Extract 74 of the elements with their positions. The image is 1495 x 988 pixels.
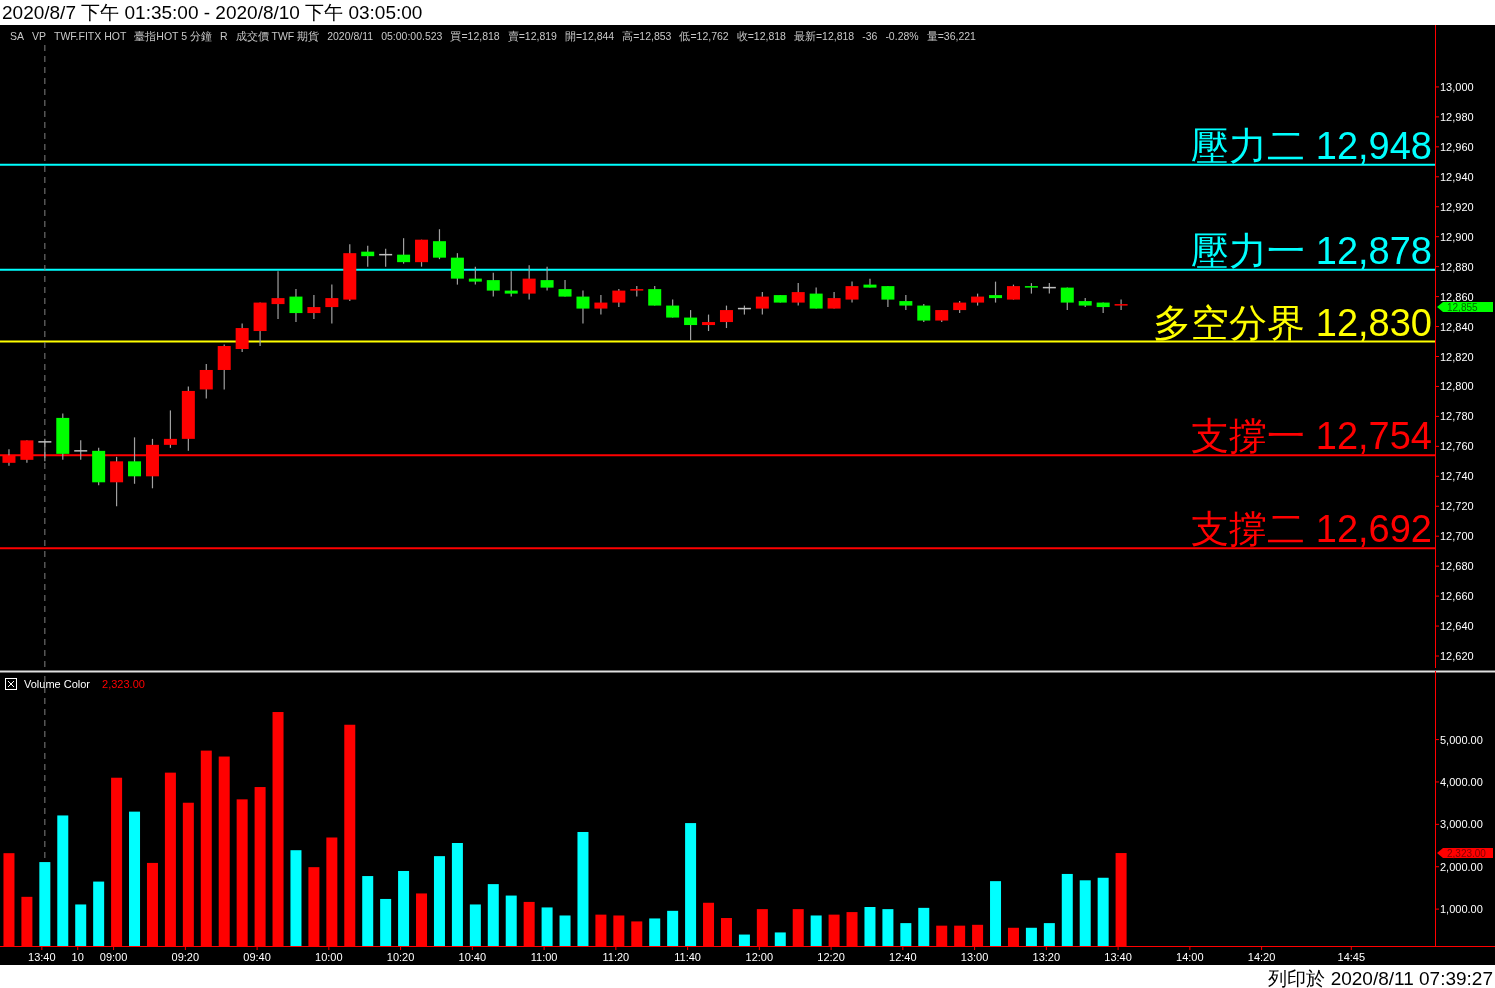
x-tick-label: 13:40 xyxy=(1104,951,1132,963)
chart-title: Volume Color xyxy=(24,678,91,690)
text: SA xyxy=(10,30,25,42)
x-tick-label: 13:40 xyxy=(28,951,56,963)
text: -36 xyxy=(862,30,878,42)
y-tick-label: 12,700 xyxy=(1440,530,1474,543)
text: TWF.FITX HOT xyxy=(54,30,127,42)
y-tick-label: 12,800 xyxy=(1440,380,1474,393)
x-tick-label: 09:40 xyxy=(243,951,271,963)
y-tick-label: 12,820 xyxy=(1440,350,1474,363)
text: 2020/8/11 xyxy=(327,30,374,42)
y-tick-label: 12,860 xyxy=(1440,290,1474,303)
y-tick-label: 12,920 xyxy=(1440,200,1474,213)
y-tick-label: 1,000.00 xyxy=(1440,903,1483,916)
ref-line-label: 支撐一 12,754 xyxy=(1191,415,1432,458)
y-tick-label: 12,940 xyxy=(1440,170,1474,183)
text: R xyxy=(220,30,229,42)
y-tick-label: 12,780 xyxy=(1440,410,1474,423)
text: -0.28% xyxy=(885,30,919,42)
y-tick-label: 12,760 xyxy=(1440,440,1474,453)
text: 開=12,844 xyxy=(564,30,615,42)
y-tick-label: 12,960 xyxy=(1440,140,1474,153)
x-tick-label: 10:20 xyxy=(386,951,415,963)
y-tick-label: 12,720 xyxy=(1440,500,1474,513)
text: 12,855 xyxy=(1447,301,1479,313)
text: 高=12,853 xyxy=(622,30,672,42)
ref-line-label: 多空分界 12,830 xyxy=(1153,301,1432,344)
x-tick-label: 11:20 xyxy=(602,951,630,963)
text: 臺指HOT 5 分鐘 xyxy=(134,30,213,42)
y-tick-label: 12,740 xyxy=(1440,470,1474,483)
text: 量=36,221 xyxy=(926,30,977,42)
x-tick-label: 10 xyxy=(71,951,84,963)
x-tick-label: 10:00 xyxy=(315,951,343,963)
text: 買=12,818 xyxy=(450,30,500,42)
y-tick-label: 12,900 xyxy=(1440,230,1474,243)
x-tick-label: 13:00 xyxy=(960,951,989,963)
y-tick-label: 12,660 xyxy=(1440,590,1474,603)
y-tick-label: 12,640 xyxy=(1440,620,1474,633)
y-tick-label: 12,840 xyxy=(1440,320,1474,333)
x-tick-label: 12:20 xyxy=(817,951,845,963)
text: 2,323.00 xyxy=(1447,847,1486,859)
x-tick-label: 12:00 xyxy=(745,951,774,963)
y-tick-label: 12,980 xyxy=(1440,110,1474,123)
x-tick-label: 10:40 xyxy=(458,951,487,963)
y-tick-label: 3,000.00 xyxy=(1440,818,1483,831)
text: 成交價 TWF 期貨 xyxy=(235,30,320,42)
text: 低=12,762 xyxy=(679,30,729,42)
x-tick-label: 14:45 xyxy=(1337,951,1366,963)
x-tick-label: 11:40 xyxy=(674,951,701,963)
text: VP xyxy=(32,30,47,42)
x-tick-label: 09:20 xyxy=(171,951,200,963)
x-tick-label: 14:20 xyxy=(1247,951,1276,963)
y-tick-label: 12,680 xyxy=(1440,560,1474,573)
annotation: 2,323.00 xyxy=(102,678,145,690)
y-tick-label: 13,000 xyxy=(1440,80,1474,93)
ref-line-label: 壓力二 12,948 xyxy=(1191,124,1432,167)
y-tick-label: 12,620 xyxy=(1440,650,1474,663)
x-tick-label: 09:00 xyxy=(99,951,128,963)
y-tick-label: 5,000.00 xyxy=(1440,733,1483,746)
text: 賣=12,819 xyxy=(507,30,558,42)
text: 05:00:00.523 xyxy=(381,30,443,42)
text: 最新=12,818 xyxy=(793,30,855,42)
text: 列印於 2020/8/11 07:39:27 xyxy=(1268,968,1493,988)
chart-title: 2020/8/7 下午 01:35:00 - 2020/8/10 下午 03:05:00 xyxy=(2,2,423,23)
x-tick-label: 14:00 xyxy=(1176,951,1204,963)
ref-line-label: 壓力一 12,878 xyxy=(1191,229,1432,272)
y-tick-label: 4,000.00 xyxy=(1440,775,1483,788)
text: 收=12,818 xyxy=(736,30,787,42)
ref-line-label: 支撐二 12,692 xyxy=(1191,508,1432,551)
x-tick-label: 12:40 xyxy=(889,951,917,963)
x-tick-label: 13:20 xyxy=(1032,951,1061,963)
x-tick-label: 11:00 xyxy=(530,951,558,963)
y-tick-label: 2,000.00 xyxy=(1440,860,1483,873)
y-tick-label: 12,880 xyxy=(1440,260,1474,273)
